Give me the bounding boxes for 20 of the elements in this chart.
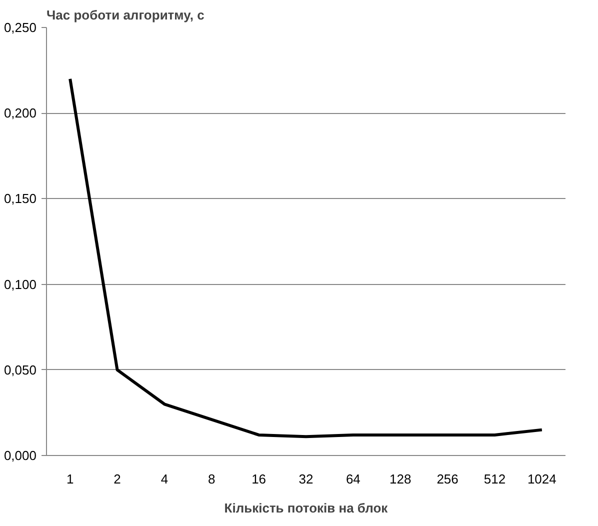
y-axis-title: Час роботи алгоритму, с xyxy=(46,8,204,22)
y-tick-label: 0,050 xyxy=(4,362,37,378)
x-tick-label: 4 xyxy=(160,472,168,486)
y-tick-label: 0,200 xyxy=(4,106,37,121)
x-tick-label: 32 xyxy=(298,472,314,486)
x-axis-title: Кількість потоків на блок xyxy=(224,500,388,516)
x-tick-label: 256 xyxy=(436,472,458,486)
y-tick-label: 0,000 xyxy=(4,448,37,463)
x-tick-label: 1024 xyxy=(527,472,556,486)
y-tick-label: 0,100 xyxy=(4,276,37,292)
x-tick-label: 1 xyxy=(66,472,74,486)
x-tick-label: 8 xyxy=(208,472,216,486)
x-tick-label: 2 xyxy=(114,472,121,486)
x-tick-label: 64 xyxy=(346,472,360,486)
line-series xyxy=(68,77,544,438)
y-tick-label: 0,150 xyxy=(4,191,37,206)
x-tick-label: 128 xyxy=(390,472,412,486)
x-tick-label: 512 xyxy=(484,472,506,486)
y-tick-label: 0,250 xyxy=(4,20,37,35)
x-tick-label: 16 xyxy=(252,472,266,486)
